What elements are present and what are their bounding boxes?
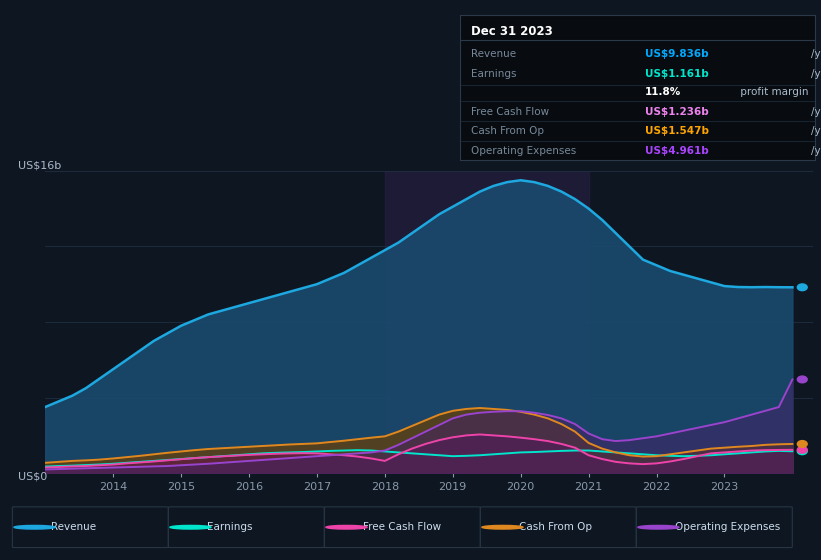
Text: US$4.961b: US$4.961b <box>644 146 709 156</box>
Text: US$1.236b: US$1.236b <box>644 107 709 117</box>
Text: Revenue: Revenue <box>51 522 96 532</box>
FancyBboxPatch shape <box>636 507 792 548</box>
Circle shape <box>482 525 523 529</box>
FancyBboxPatch shape <box>480 507 636 548</box>
Text: /yr: /yr <box>811 69 821 80</box>
FancyBboxPatch shape <box>324 507 480 548</box>
Text: Revenue: Revenue <box>470 49 516 59</box>
Text: profit margin: profit margin <box>737 87 809 97</box>
Text: Operating Expenses: Operating Expenses <box>470 146 576 156</box>
Circle shape <box>170 525 211 529</box>
Circle shape <box>326 525 367 529</box>
Text: 11.8%: 11.8% <box>644 87 681 97</box>
Text: /yr: /yr <box>811 146 821 156</box>
Text: US$1.161b: US$1.161b <box>644 69 709 80</box>
Text: Earnings: Earnings <box>470 69 516 80</box>
Text: Cash From Op: Cash From Op <box>519 522 592 532</box>
Circle shape <box>14 525 55 529</box>
Text: US$1.547b: US$1.547b <box>644 126 709 136</box>
Text: US$0: US$0 <box>18 472 48 482</box>
Text: US$16b: US$16b <box>18 161 62 171</box>
FancyBboxPatch shape <box>12 507 168 548</box>
FancyBboxPatch shape <box>168 507 324 548</box>
Text: Dec 31 2023: Dec 31 2023 <box>470 25 553 38</box>
Text: /yr: /yr <box>811 49 821 59</box>
Text: US$9.836b: US$9.836b <box>644 49 709 59</box>
Circle shape <box>638 525 679 529</box>
Bar <box>385 171 589 473</box>
Text: Free Cash Flow: Free Cash Flow <box>470 107 548 117</box>
Text: Free Cash Flow: Free Cash Flow <box>363 522 441 532</box>
Text: Cash From Op: Cash From Op <box>470 126 544 136</box>
Text: /yr: /yr <box>811 107 821 117</box>
Text: Operating Expenses: Operating Expenses <box>675 522 780 532</box>
Text: Earnings: Earnings <box>207 522 252 532</box>
Text: /yr: /yr <box>811 126 821 136</box>
